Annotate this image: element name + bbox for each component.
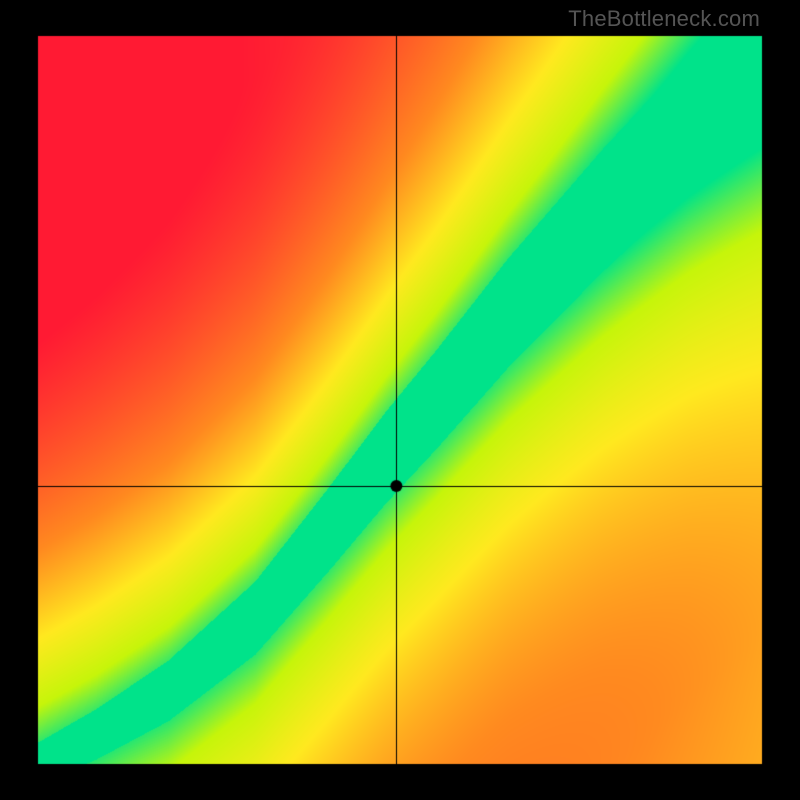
attribution-text: TheBottleneck.com — [568, 6, 760, 32]
bottleneck-heatmap — [0, 0, 800, 800]
chart-container: TheBottleneck.com — [0, 0, 800, 800]
